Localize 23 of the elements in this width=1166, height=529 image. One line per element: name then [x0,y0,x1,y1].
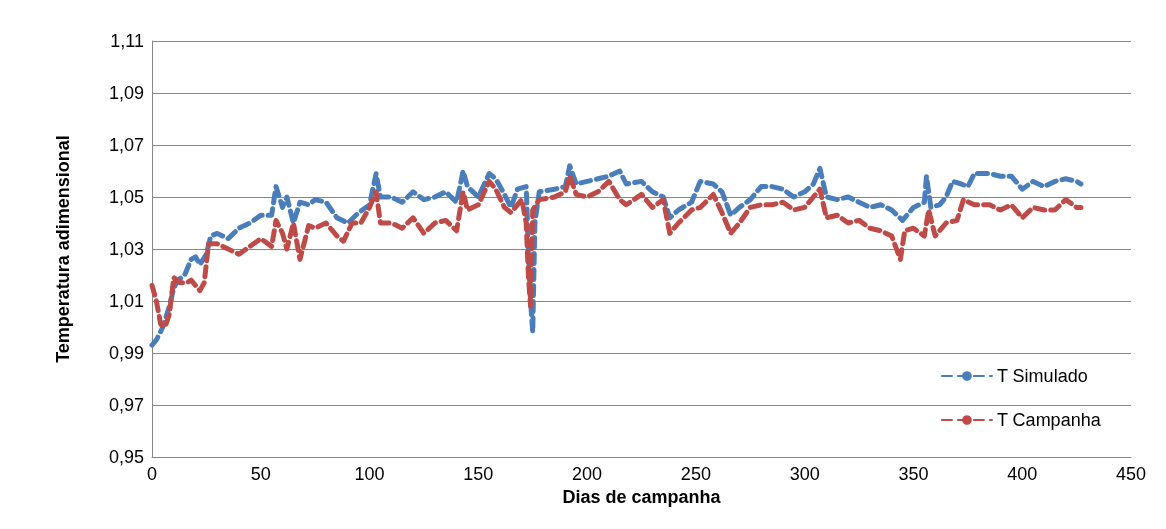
y-tick-label: 1,11 [110,31,144,51]
legend-label: T Campanha [996,410,1102,430]
x-axis-title: Dias de campanha [562,486,722,507]
legend-label: T Simulado [996,366,1088,386]
x-tick-label: 400 [1007,464,1038,484]
x-tick-label: 350 [898,464,929,484]
x-tick-label: 250 [680,464,711,484]
x-tick-label: 0 [146,464,158,484]
x-tick-label: 50 [250,464,271,484]
x-tick-label: 200 [572,464,603,484]
y-tick-label: 1,01 [108,291,144,311]
y-tick-label: 1,09 [108,83,144,103]
y-tick-label: 0,97 [108,395,144,415]
x-tick-label: 100 [354,464,385,484]
y-tick-label: 0,99 [108,343,144,363]
y-tick-label: 1,03 [108,239,144,259]
x-tick-label: 300 [789,464,820,484]
y-axis-title: Temperatura adimensional [53,135,73,363]
x-tick-label: 450 [1115,464,1147,484]
y-tick-label: 1,07 [108,135,144,155]
x-tick-label: 150 [463,464,494,484]
y-tick-label: 1,05 [108,187,144,207]
y-tick-label: 0,95 [108,447,144,467]
